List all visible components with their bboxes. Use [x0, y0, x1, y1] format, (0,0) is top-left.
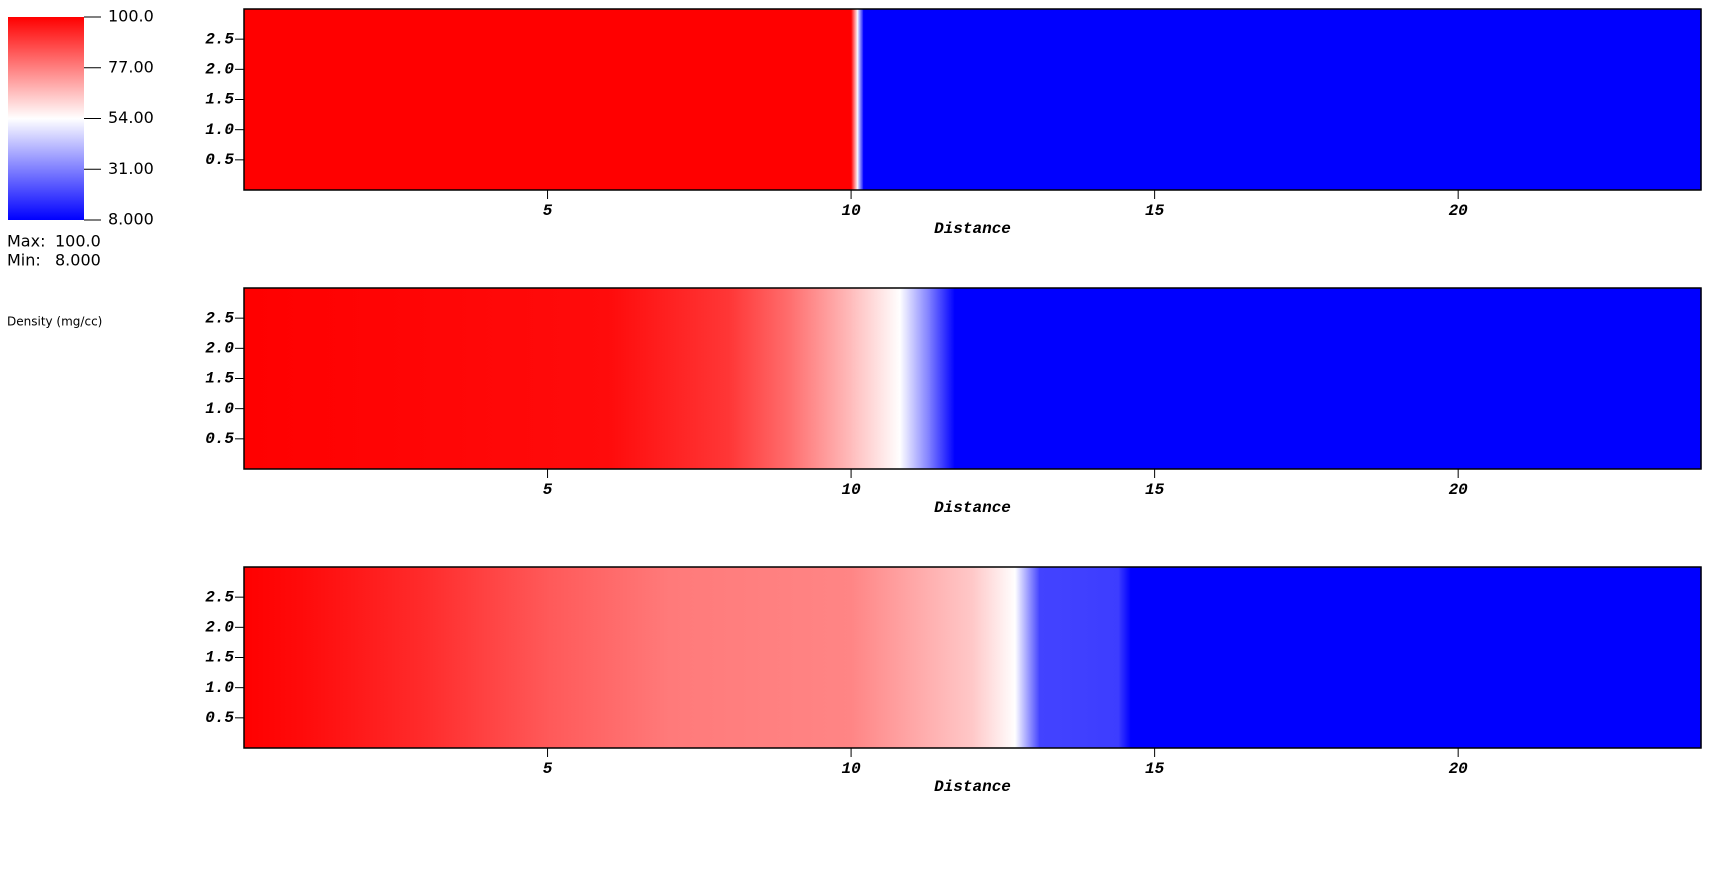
y-tick-label: 2.0	[205, 619, 234, 637]
density-segment	[851, 567, 974, 748]
density-segment	[790, 288, 852, 469]
colorbar-tick-label: 77.00	[108, 57, 154, 76]
y-tick-label: 1.5	[205, 91, 234, 109]
y-tick-label: 0.5	[205, 430, 234, 448]
density-segment	[244, 9, 852, 190]
density-segment	[668, 567, 852, 748]
y-tick-label: 1.5	[205, 370, 234, 388]
density-segment	[244, 288, 609, 469]
x-tick-label: 20	[1449, 481, 1469, 499]
density-segment	[954, 288, 1702, 469]
x-tick-label: 5	[543, 202, 553, 220]
density-segment	[857, 9, 864, 190]
y-tick-label: 2.5	[205, 309, 234, 327]
y-tick-label: 0.5	[205, 709, 234, 727]
x-axis-title: Distance	[934, 499, 1011, 517]
y-tick-label: 0.5	[205, 151, 234, 169]
colorbar-tick-label: 100.0	[108, 7, 154, 26]
x-tick-label: 15	[1145, 202, 1165, 220]
density-segment	[899, 288, 931, 469]
panel: 5 10 15 20 0.5 1.0 1.5 2.0 2.5 Distance	[205, 8, 1702, 238]
density-segment	[608, 288, 731, 469]
y-tick-label: 2.5	[205, 30, 234, 48]
min-label: Min:	[7, 251, 41, 270]
max-label: Max:	[7, 232, 45, 251]
density-segment	[851, 9, 858, 190]
y-tick-label: 1.5	[205, 649, 234, 667]
x-tick-label: 5	[543, 481, 553, 499]
y-tick-label: 2.0	[205, 61, 234, 79]
panel: 5 10 15 20 0.5 1.0 1.5 2.0 2.5 Distance	[205, 287, 1702, 517]
colorbar-title: Density (mg/cc)	[7, 315, 102, 329]
x-tick-label: 20	[1449, 202, 1469, 220]
density-segment	[426, 567, 549, 748]
y-tick-label: 2.0	[205, 340, 234, 358]
x-tick-label: 20	[1449, 760, 1469, 778]
x-tick-label: 15	[1145, 481, 1165, 499]
x-tick-label: 10	[841, 760, 861, 778]
x-axis-title: Distance	[934, 220, 1011, 238]
density-segment	[972, 567, 1016, 748]
x-axis-title: Distance	[934, 778, 1011, 796]
x-tick-label: 10	[841, 202, 861, 220]
y-tick-label: 1.0	[205, 121, 234, 139]
density-segment	[547, 567, 670, 748]
density-segment	[1014, 567, 1040, 748]
density-segment	[863, 9, 1702, 190]
density-segment	[1039, 567, 1119, 748]
y-tick-label: 1.0	[205, 679, 234, 697]
x-tick-label: 5	[543, 760, 553, 778]
colorbar-tick-label: 54.00	[108, 108, 154, 127]
min-value: 8.000	[55, 251, 101, 270]
density-segment	[930, 288, 955, 469]
colorbar-tick-label: 8.000	[108, 210, 154, 229]
density-segment	[244, 567, 306, 748]
x-tick-label: 15	[1145, 760, 1165, 778]
density-segment	[851, 288, 901, 469]
density-segment	[729, 288, 791, 469]
y-tick-label: 2.5	[205, 588, 234, 606]
x-tick-label: 10	[841, 481, 861, 499]
panel: 5 10 15 20 0.5 1.0 1.5 2.0 2.5 Distance	[205, 566, 1702, 796]
max-value: 100.0	[55, 232, 101, 251]
density-segment	[1118, 567, 1131, 748]
colorbar	[8, 17, 84, 220]
y-tick-label: 1.0	[205, 400, 234, 418]
density-segment	[304, 567, 427, 748]
density-segment	[1130, 567, 1702, 748]
colorbar-tick-label: 31.00	[108, 159, 154, 178]
